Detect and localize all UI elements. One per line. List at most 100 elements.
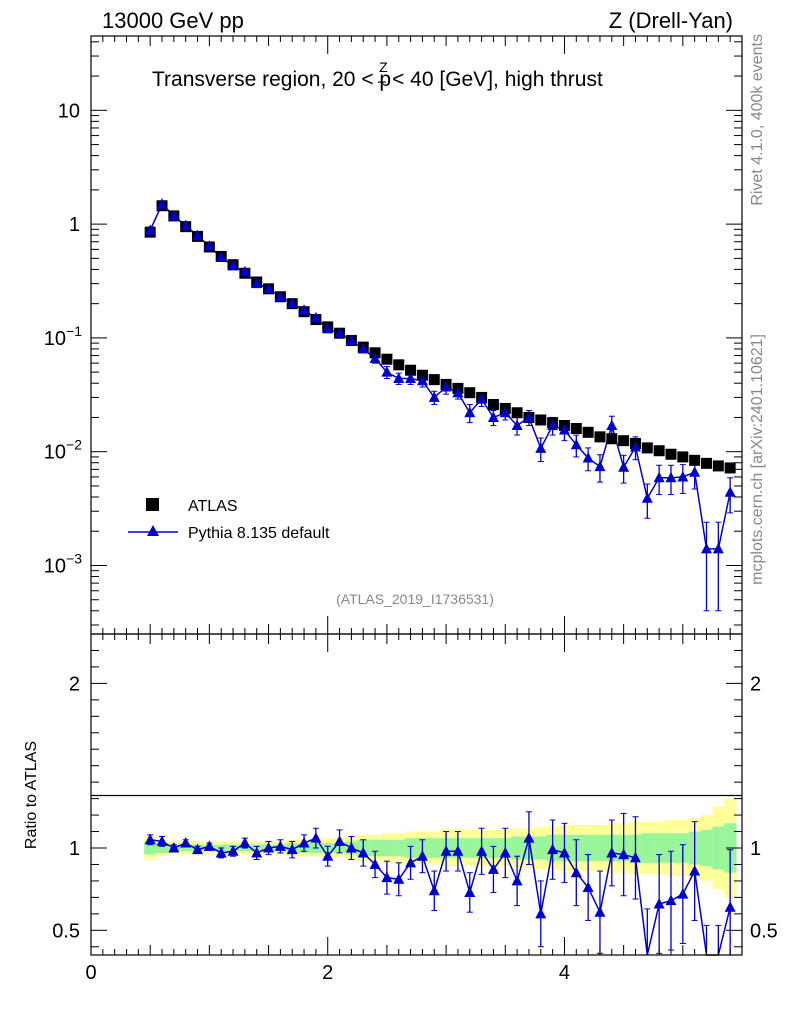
mc-point	[558, 424, 570, 435]
ratio-mc-point	[369, 858, 381, 869]
ratio-mc-point	[677, 888, 689, 899]
mc-point	[511, 419, 523, 430]
ratio-mc-point	[156, 835, 168, 846]
ratio-mc-point	[215, 846, 227, 858]
ratio-mc-point	[511, 874, 523, 886]
mc-point	[464, 406, 476, 418]
mc-point	[227, 259, 239, 271]
legend-data-label: ATLAS	[188, 498, 238, 515]
side-label-mcplots: mcplots.cern.ch [arXiv:2401.10621]	[749, 334, 766, 585]
ratio-mc-point	[570, 866, 582, 878]
atlas-point	[700, 457, 712, 469]
mc-point	[452, 386, 464, 398]
atlas-point	[641, 442, 653, 454]
mc-point	[393, 372, 405, 383]
mc-point	[322, 322, 334, 334]
ratio-mc-point	[618, 848, 630, 860]
mc-point	[689, 466, 701, 477]
ratio-ticks: 2 21 10.5 0.50 2 4	[52, 633, 778, 984]
atlas-point	[535, 414, 547, 426]
ratio-mc-point	[298, 837, 310, 848]
ratio-y-tick-label: 0.5	[52, 920, 80, 942]
atlas-point	[677, 451, 689, 463]
header-right: Z (Drell-Yan)	[609, 8, 733, 33]
ratio-mc-point	[535, 907, 547, 919]
ratio-mc-point	[416, 850, 428, 861]
x-tick-label: 0	[85, 962, 96, 984]
ratio-mc-point	[440, 845, 452, 856]
band-inner	[369, 839, 382, 857]
ratio-y-tick-label-right: 2	[750, 673, 761, 695]
ratio-mc-point	[286, 843, 298, 855]
ratio-mc-point	[558, 846, 570, 858]
atlas-point	[487, 398, 499, 410]
mc-point	[251, 277, 263, 289]
mc-point	[677, 470, 689, 482]
ratio-mc-point	[464, 886, 476, 897]
mc-point	[499, 406, 511, 418]
atlas-point	[665, 448, 677, 460]
ratio-mc-point	[345, 842, 357, 853]
ratio-mc-point	[263, 842, 275, 853]
ratio-mc-point	[310, 832, 322, 843]
band-inner	[641, 833, 654, 863]
mc-point	[712, 542, 724, 554]
atlas-point	[712, 460, 724, 472]
mc-point	[405, 372, 417, 383]
legend-mc-label: Pythia 8.135 default	[188, 525, 330, 542]
y-tick-label: 10−3	[44, 550, 82, 577]
ratio-y-tick-label: 1	[69, 838, 80, 860]
ratio-mc-point	[629, 851, 641, 863]
main-ticks: 10 1 10−1 10−2 10−3	[44, 36, 743, 634]
atlas-point	[405, 364, 417, 376]
ratio-mc-point	[582, 881, 594, 893]
ratio-mc-point	[606, 846, 618, 858]
ratio-mc-point	[144, 833, 156, 845]
atlas-point	[689, 454, 701, 466]
ratio-mc-point	[523, 832, 535, 843]
ratio-ylabel: Ratio to ATLAS	[23, 741, 40, 849]
ratio-panel: 2 21 10.5 0.50 2 4 Ratio to ATLAS	[23, 633, 778, 984]
ratio-mc-point	[251, 846, 263, 858]
band-inner	[428, 838, 441, 858]
band-inner	[380, 839, 394, 857]
mc-point	[203, 240, 215, 251]
ratio-mc-point	[547, 843, 559, 855]
mc-point	[168, 209, 180, 221]
mc-point	[440, 381, 452, 392]
plot-title: Transverse region, 20 < pZ T < 40 [GeV], …	[152, 59, 603, 94]
atlas-point	[594, 431, 606, 443]
ratio-mc-point	[203, 840, 215, 851]
mc-point	[334, 327, 346, 338]
mc-point	[487, 411, 499, 422]
band-inner	[534, 836, 548, 860]
legend: ATLAS Pythia 8.135 default	[128, 498, 330, 542]
mc-point	[381, 366, 393, 377]
ratio-mc-point	[322, 850, 334, 861]
y-tick-label: 10−2	[44, 437, 82, 464]
mc-point	[594, 460, 606, 472]
mc-point	[547, 419, 559, 430]
band-inner	[392, 839, 406, 857]
ratio-mc-point	[653, 897, 665, 909]
band-inner	[653, 833, 666, 863]
ratio-mc-point	[168, 842, 180, 853]
x-tick-label: 2	[322, 962, 333, 984]
band-inner	[712, 826, 725, 870]
ratio-frame	[90, 633, 743, 956]
ratio-mc-point	[227, 845, 239, 856]
atlas-point	[653, 445, 665, 457]
ratio-mc-point	[665, 894, 677, 906]
ratio-mc-point	[180, 837, 192, 848]
mc-point	[724, 486, 736, 497]
mc-point	[310, 311, 322, 323]
mc-point	[535, 442, 547, 453]
mc-point	[192, 229, 204, 241]
main-data	[144, 198, 736, 612]
mc-point	[618, 461, 630, 472]
mc-point	[357, 342, 369, 354]
ratio-mc-point	[724, 901, 736, 912]
mc-point	[274, 290, 286, 302]
atlas-point	[464, 387, 476, 399]
